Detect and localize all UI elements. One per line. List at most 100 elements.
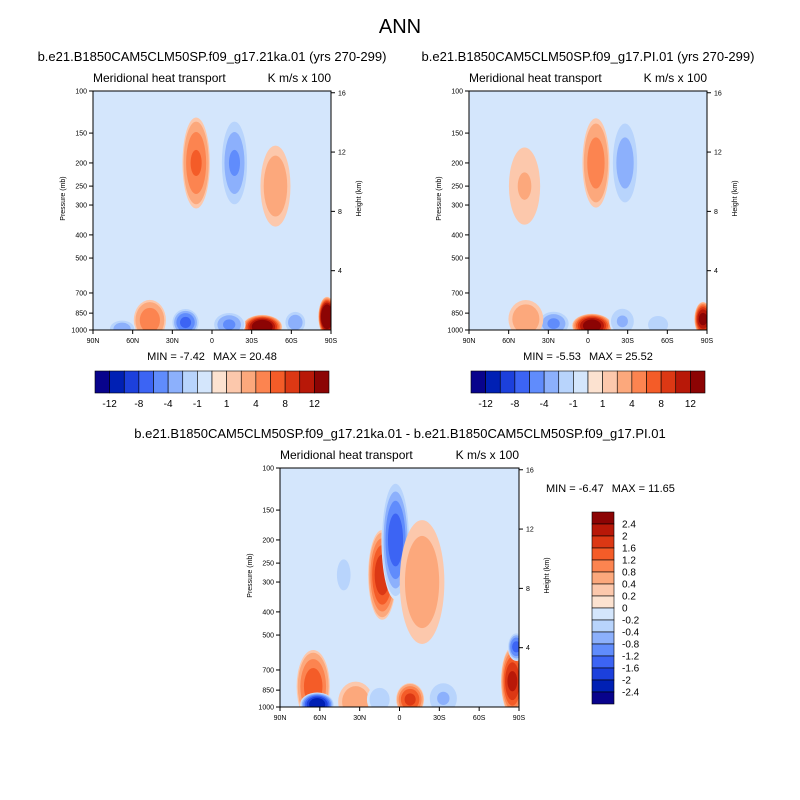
positive-transport-cell bbox=[242, 314, 283, 330]
colorbar-swatch bbox=[591, 583, 615, 597]
negative-transport-cell bbox=[537, 310, 570, 330]
negative-transport-cell bbox=[300, 692, 335, 707]
latitude-tick-label: 90N bbox=[87, 338, 100, 345]
field-background bbox=[93, 91, 331, 330]
colorbar-swatch bbox=[591, 619, 615, 633]
colorbar-label: -2 bbox=[622, 676, 631, 687]
colorbar-swatch bbox=[591, 679, 615, 693]
colorbar-swatch bbox=[591, 511, 615, 525]
positive-transport-cell bbox=[501, 647, 519, 707]
pressure-tick-label: 500 bbox=[262, 633, 274, 640]
colorbar-swatch bbox=[470, 370, 486, 394]
negative-transport-cell bbox=[645, 313, 671, 330]
colorbar-label: 0.8 bbox=[622, 568, 636, 579]
positive-transport-cell bbox=[508, 300, 544, 330]
latitude-tick-label: 30N bbox=[166, 338, 179, 345]
negative-transport-cell bbox=[212, 311, 246, 330]
colorbar-label: 0 bbox=[622, 604, 628, 615]
colorbar-swatch bbox=[123, 370, 140, 394]
pressure-tick-label: 100 bbox=[262, 466, 274, 473]
positive-transport-cell bbox=[338, 681, 374, 707]
max-value-diff: MAX = 11.65 bbox=[612, 483, 675, 495]
pressure-tick-label: 200 bbox=[75, 160, 87, 167]
subtitle-left-21ka: Meridional heat transport bbox=[93, 71, 226, 85]
colorbar-label: 1.2 bbox=[622, 556, 636, 567]
colorbar-swatch bbox=[94, 370, 110, 394]
colorbar-swatch bbox=[485, 370, 501, 394]
colorbar-label: 2 bbox=[622, 532, 628, 543]
min-value-21ka: MIN = -7.42 bbox=[147, 351, 205, 363]
pressure-tick-label: 250 bbox=[451, 184, 463, 191]
min-max-readout-pi: MIN = -5.53 MAX = 25.52 bbox=[523, 351, 653, 363]
latitude-tick-label: 60S bbox=[285, 338, 298, 345]
colorbar-swatch bbox=[109, 370, 125, 394]
colorbar-label: -1.2 bbox=[622, 652, 640, 663]
height-tick-label: 4 bbox=[714, 268, 718, 275]
colorbar-swatch bbox=[591, 691, 615, 705]
pressure-tick-label: 850 bbox=[451, 311, 463, 318]
colorbar-swatch bbox=[182, 370, 198, 394]
colorbar-21ka: -12 -8 -4 -1 1 4 8 12 bbox=[94, 370, 330, 410]
colorbar-swatch bbox=[153, 370, 169, 394]
pressure-tick-label: 400 bbox=[75, 232, 87, 239]
colorbar-label: -12 bbox=[102, 399, 117, 410]
pressure-tick-label: 200 bbox=[262, 537, 274, 544]
colorbar-label: -0.4 bbox=[622, 628, 640, 639]
positive-transport-cell bbox=[508, 147, 541, 225]
colorbar-swatch bbox=[299, 370, 315, 394]
latitude-tick-label: 60N bbox=[126, 338, 139, 345]
colorbar-swatch bbox=[543, 370, 560, 394]
min-max-readout-diff: MIN = -6.47 MAX = 11.65 bbox=[546, 483, 675, 495]
colorbar-swatch bbox=[270, 370, 286, 394]
colorbar-swatch bbox=[240, 370, 257, 394]
subtitle-left-pi: Meridional heat transport bbox=[469, 71, 602, 85]
colorbar-label: 1 bbox=[600, 399, 606, 410]
colorbar-swatch bbox=[591, 535, 615, 549]
pressure-tick-label: 1000 bbox=[258, 705, 274, 712]
colorbar-swatch bbox=[591, 631, 615, 645]
height-axis-label: Height (km) bbox=[732, 180, 739, 216]
colorbar-swatch bbox=[284, 370, 301, 394]
height-tick-label: 12 bbox=[714, 150, 722, 157]
latitude-tick-label: 30N bbox=[353, 715, 366, 722]
pressure-tick-label: 850 bbox=[262, 688, 274, 695]
min-value-pi: MIN = -5.53 bbox=[523, 351, 581, 363]
negative-transport-cell bbox=[507, 632, 519, 661]
negative-transport-cell bbox=[611, 118, 639, 208]
subtitle-right-diff: K m/s x 100 bbox=[456, 448, 520, 462]
positive-transport-cell bbox=[396, 683, 425, 707]
colorbar-swatch bbox=[167, 370, 184, 394]
page-title: ANN bbox=[379, 16, 421, 38]
colorbar-swatch bbox=[616, 370, 633, 394]
colorbar-swatch bbox=[197, 370, 213, 394]
colorbar-swatch bbox=[591, 523, 615, 537]
max-value-21ka: MAX = 20.48 bbox=[213, 351, 277, 363]
panel-title-diff: b.e21.B1850CAM5CLM50SP.f09_g17.21ka.01 -… bbox=[134, 426, 665, 441]
height-tick-label: 4 bbox=[338, 268, 342, 275]
colorbar-label: 0.2 bbox=[622, 592, 636, 603]
contour-plot-diff: 100 150 200 250 300 400 500 700 850 1000 16 12 8 4 90N… bbox=[247, 466, 551, 723]
colorbar-label: 8 bbox=[658, 399, 664, 410]
colorbar-swatch bbox=[587, 370, 603, 394]
contour-plot-pi: 100 150 200 250 300 400 500 700 850 1000 16 12 8 4 90N… bbox=[436, 89, 739, 346]
pressure-tick-label: 400 bbox=[262, 609, 274, 616]
latitude-tick-label: 0 bbox=[210, 338, 214, 345]
contour-field bbox=[280, 468, 519, 707]
panel-title-pi: b.e21.B1850CAM5CLM50SP.f09_g17.PI.01 (yr… bbox=[422, 49, 755, 64]
height-tick-label: 8 bbox=[526, 586, 530, 593]
colorbar-swatch bbox=[591, 607, 615, 621]
colorbar-swatch bbox=[646, 370, 662, 394]
colorbar-swatch bbox=[591, 595, 615, 609]
pressure-tick-label: 300 bbox=[262, 580, 274, 587]
pressure-tick-label: 1000 bbox=[447, 328, 463, 335]
colorbar-label: 0.4 bbox=[622, 580, 636, 591]
latitude-tick-label: 90S bbox=[513, 715, 526, 722]
latitude-tick-label: 60S bbox=[661, 338, 674, 345]
colorbar-swatch bbox=[631, 370, 647, 394]
pressure-axis-label: Pressure (mb) bbox=[436, 176, 443, 220]
colorbar-label: -4 bbox=[164, 399, 173, 410]
colorbar-swatch bbox=[591, 655, 615, 669]
positive-transport-cell bbox=[182, 117, 210, 209]
contour-field bbox=[469, 91, 707, 330]
colorbar-swatch bbox=[573, 370, 589, 394]
